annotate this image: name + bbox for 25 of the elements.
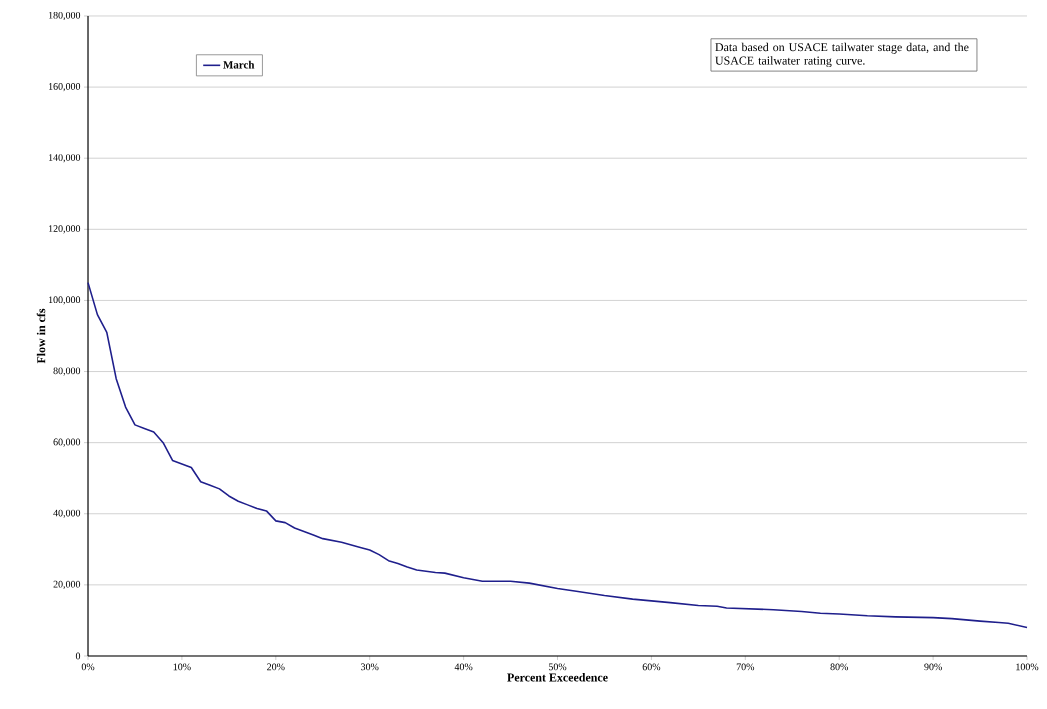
x-tick-label: 60%	[642, 663, 661, 671]
x-tick-label: 50%	[548, 663, 567, 671]
y-tick-label: 60,000	[53, 438, 81, 447]
y-tick-label: 140,000	[48, 154, 81, 163]
x-tick-label: 80%	[830, 663, 849, 671]
legend-label: March	[223, 60, 255, 69]
x-tick-label: 90%	[924, 663, 942, 671]
x-tick-label: 10%	[173, 663, 191, 671]
y-tick-label: 120,000	[48, 225, 81, 234]
y-tick-label: 80,000	[53, 367, 81, 376]
x-tick-label: 30%	[361, 663, 379, 671]
x-axis-title: Percent Exceedence	[507, 673, 608, 682]
x-tick-label: 0%	[81, 663, 95, 671]
annotation: Data based on USACE tailwater stage data, and the USACE tailwater rating curve.	[715, 42, 969, 68]
x-tick-label: 100%	[1016, 663, 1039, 671]
y-tick-label: 0	[75, 652, 81, 660]
x-tick-label: 40%	[454, 663, 473, 671]
y-tick-label: 20,000	[53, 580, 81, 589]
y-tick-label: 160,000	[48, 83, 81, 92]
y-tick-label: 40,000	[53, 509, 81, 518]
y-tick-label: 180,000	[48, 11, 81, 21]
y-tick-label: 100,000	[48, 296, 81, 305]
x-tick-label: 70%	[736, 663, 755, 671]
x-tick-label: 20%	[267, 663, 285, 671]
y-axis-title: Flow in cfs	[36, 308, 46, 364]
